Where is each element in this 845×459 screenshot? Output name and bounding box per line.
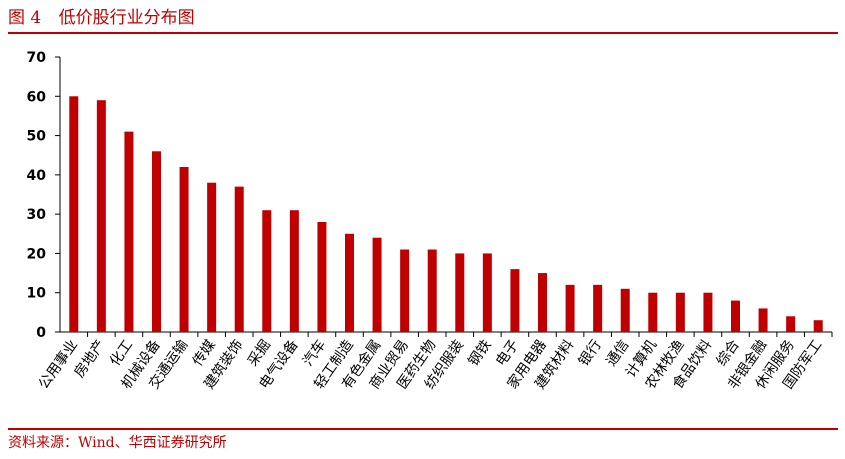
x-category-label: 公用事业 xyxy=(36,337,81,392)
bar xyxy=(675,292,685,332)
bar xyxy=(207,182,217,332)
bar xyxy=(786,316,796,332)
chart-title-bar: 图 4 低价股行业分布图 xyxy=(8,6,838,34)
bar xyxy=(96,100,106,332)
bar xyxy=(317,222,327,332)
bar xyxy=(152,151,161,332)
source-note: 资料来源：Wind、华西证券研究所 xyxy=(8,435,227,451)
bar xyxy=(345,233,354,332)
bar xyxy=(758,308,768,332)
bar xyxy=(510,269,520,332)
bar xyxy=(179,167,189,332)
bar xyxy=(482,253,492,332)
bar xyxy=(593,284,603,332)
y-tick-label: 70 xyxy=(27,50,47,66)
bar xyxy=(124,131,134,332)
bar xyxy=(620,288,630,332)
y-tick-label: 0 xyxy=(36,325,46,341)
bar xyxy=(648,292,658,332)
bar xyxy=(289,210,299,332)
footer-divider xyxy=(8,428,838,430)
bar xyxy=(372,237,382,332)
bar xyxy=(400,249,410,332)
bar xyxy=(234,186,244,332)
bar xyxy=(813,320,823,332)
y-tick-label: 60 xyxy=(27,89,47,105)
bar xyxy=(427,249,437,332)
chart-title: 低价股行业分布图 xyxy=(58,8,195,28)
bar xyxy=(703,292,713,332)
y-tick-label: 40 xyxy=(27,168,47,184)
y-tick-label: 10 xyxy=(27,286,47,302)
bar xyxy=(455,253,465,332)
bar xyxy=(565,284,575,332)
y-tick-label: 20 xyxy=(27,246,47,262)
x-category-label: 银行 xyxy=(576,337,605,369)
y-tick-label: 30 xyxy=(27,207,47,223)
x-category-label: 钢铁 xyxy=(465,337,494,369)
bar-chart: 010203040506070公用事业房地产化工机械设备交通运输传媒建筑装饰采掘… xyxy=(27,50,833,392)
y-tick-label: 50 xyxy=(27,129,47,145)
bar xyxy=(69,96,79,333)
figure-label: 图 4 xyxy=(8,8,42,28)
bar xyxy=(262,210,272,332)
bar xyxy=(538,273,547,332)
bar xyxy=(731,300,740,332)
